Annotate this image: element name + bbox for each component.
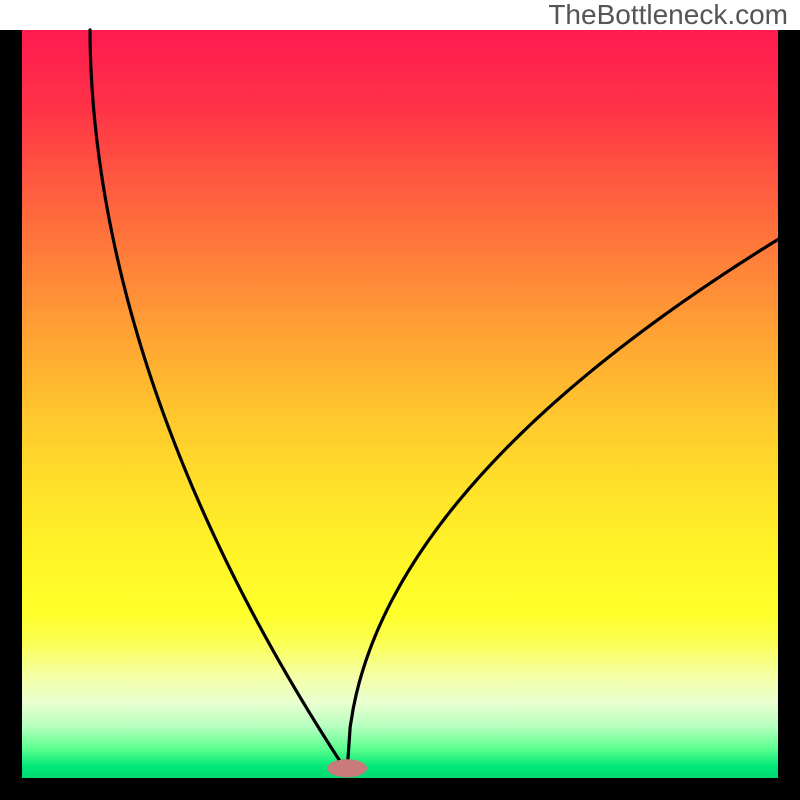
bottleneck-chart: TheBottleneck.com [0,0,800,800]
border-left [0,30,22,800]
min-marker [327,759,367,777]
chart-root: TheBottleneck.com [0,0,800,800]
border-right [778,30,800,800]
plot-area [22,30,778,778]
border-bottom [0,778,800,800]
watermark: TheBottleneck.com [548,0,788,30]
